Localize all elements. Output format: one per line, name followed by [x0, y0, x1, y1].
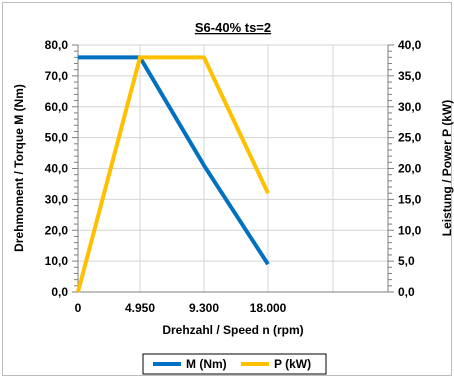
legend-box — [142, 353, 327, 375]
legend-items: M (Nm) P (kW) — [153, 357, 311, 371]
chart-title: S6-40% ts=2 — [195, 20, 271, 35]
y-left-tick-label: 40,0 — [45, 162, 69, 176]
y-right-tick-label: 40,0 — [398, 38, 422, 52]
legend-label: P (kW) — [274, 357, 311, 371]
series-layer — [76, 55, 270, 293]
y-left-tick-label: 60,0 — [45, 100, 69, 114]
series-line-p — [76, 55, 270, 293]
y-right-tick-label: 5,0 — [398, 254, 415, 268]
y-left-tick-label: 20,0 — [45, 223, 69, 237]
x-tick-label: 9.300 — [189, 301, 219, 315]
y-right-tick-label: 30,0 — [398, 100, 422, 114]
y-left-tick-label: 10,0 — [45, 254, 69, 268]
y-right-tick-label: 20,0 — [398, 162, 422, 176]
y-right-tick-label: 10,0 — [398, 223, 422, 237]
x-tick-label: 4.950 — [125, 301, 155, 315]
x-tick-label: 0 — [75, 301, 82, 315]
y-left-tick-label: 30,0 — [45, 192, 69, 206]
y-right-tick-label: 25,0 — [398, 131, 422, 145]
y-right-tick-label: 15,0 — [398, 192, 422, 206]
label-layer: 0,0 10,0 20,0 30,0 40,0 50,0 60,0 70,0 80,0 0,0 5,… — [45, 38, 422, 315]
y-left-tick-label: 80,0 — [45, 38, 69, 52]
legend-label: M (Nm) — [186, 357, 227, 371]
x-tick-label: 18.000 — [250, 301, 287, 315]
y-left-tick-label: 50,0 — [45, 131, 69, 145]
axis-layer — [72, 44, 394, 293]
x-axis-label: Drehzahl / Speed n (rpm) — [162, 323, 303, 337]
legend: M (Nm) P (kW) — [142, 353, 327, 375]
grid-layer — [77, 44, 389, 293]
y-right-tick-label: 35,0 — [398, 69, 422, 83]
y-axis-right-label: Leistung / Power P (kW) — [440, 100, 454, 236]
y-right-tick-label: 0,0 — [398, 285, 415, 299]
y-left-tick-label: 0,0 — [51, 285, 68, 299]
series-line-m — [78, 55, 270, 266]
y-axis-left-label: Drehmoment / Torque M (Nm) — [12, 84, 26, 252]
y-left-tick-label: 70,0 — [45, 69, 69, 83]
